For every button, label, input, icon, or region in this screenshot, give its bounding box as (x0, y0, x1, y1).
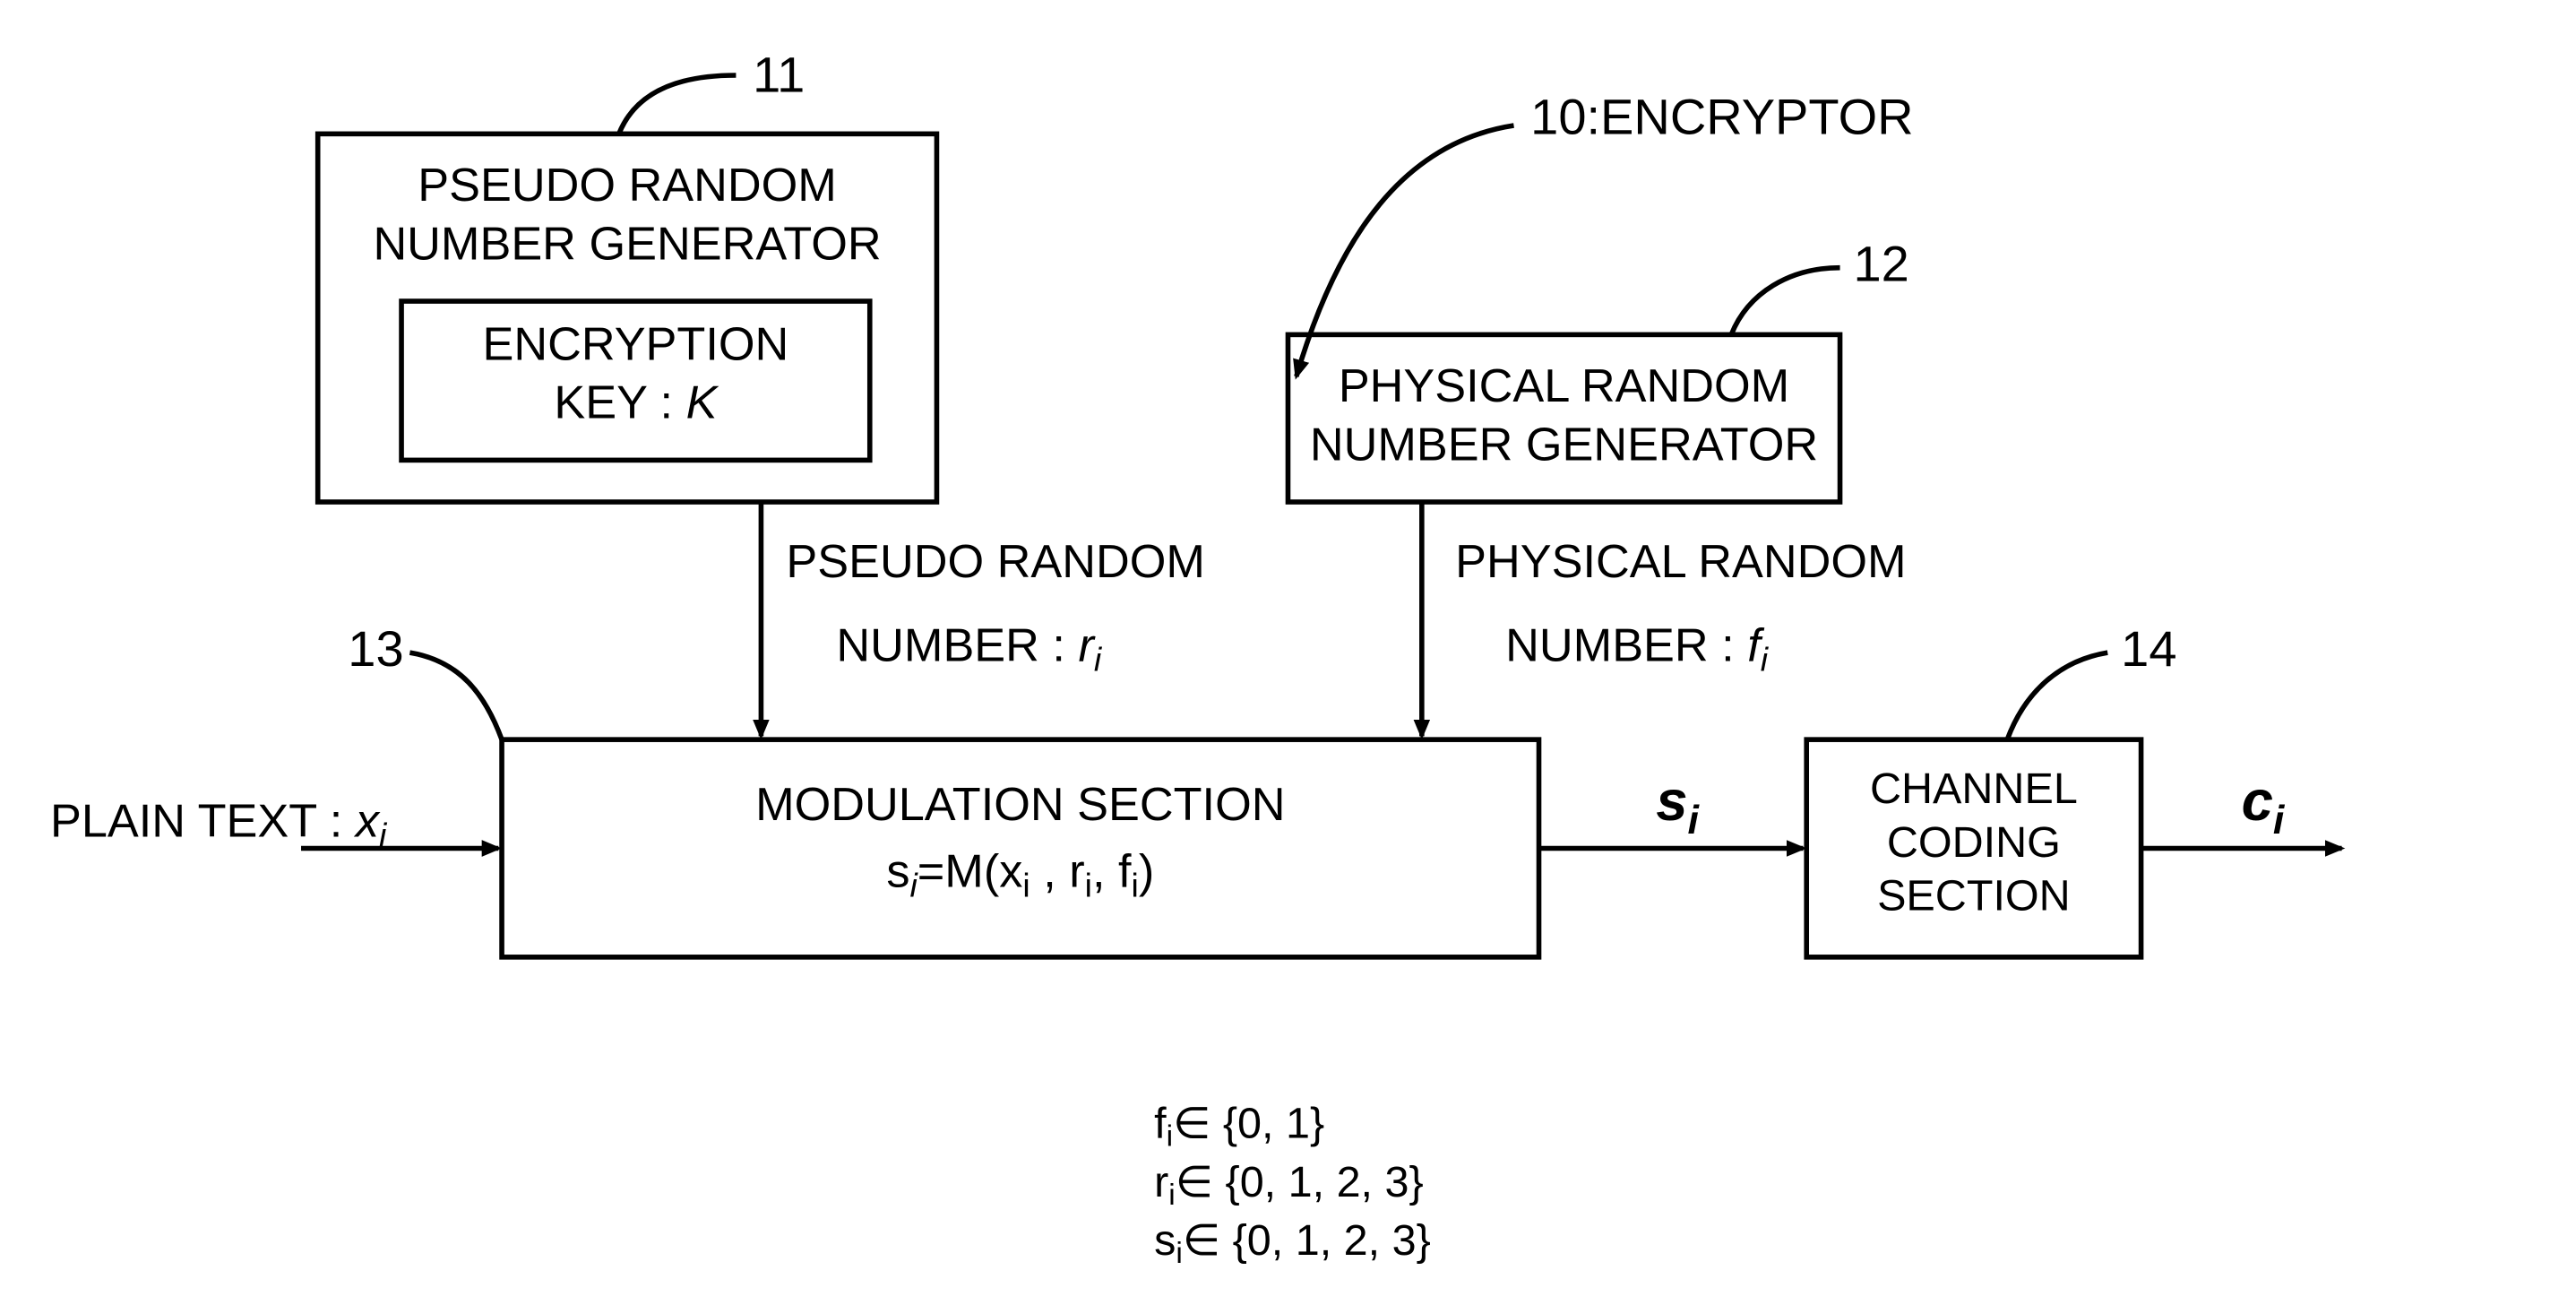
s-var: s (1656, 770, 1687, 833)
leader-14 (2007, 652, 2107, 739)
prng-line2: NUMBER GENERATOR (373, 218, 881, 270)
phys-label-line1: PHYSICAL RANDOM (1455, 536, 1906, 588)
phys-line2: NUMBER GENERATOR (1310, 419, 1818, 471)
cc-line2: CODING (1887, 818, 2061, 867)
n3-sub: i (1176, 1237, 1182, 1270)
mod-s: s (886, 845, 909, 897)
enc-line2-var: K (686, 377, 719, 429)
note-2: ri∈ {0, 1, 2, 3} (1154, 1158, 1424, 1212)
ref-10-text: :ENCRYPTOR (1586, 88, 1913, 144)
n1-var: f (1154, 1099, 1167, 1147)
prn-label-sub: i (1094, 641, 1103, 678)
n3-var: s (1154, 1216, 1176, 1265)
n2-rest: ∈ {0, 1, 2, 3} (1176, 1158, 1424, 1206)
ref-10: 10:ENCRYPTOR (1530, 88, 1913, 144)
note-1: fi∈ {0, 1} (1154, 1099, 1324, 1153)
n1-sub: i (1167, 1120, 1173, 1154)
phys-label-line2: NUMBER : fi (1505, 619, 1770, 678)
ref-10-num: 10 (1530, 88, 1586, 144)
s-label: si (1656, 770, 1700, 843)
enc-line2: KEY : K (554, 377, 719, 429)
s-sub: i (1688, 798, 1701, 843)
c-var: c (2242, 770, 2273, 833)
n1-rest: ∈ {0, 1} (1173, 1099, 1324, 1147)
ref-12: 12 (1853, 236, 1908, 292)
n2-sub: i (1168, 1179, 1175, 1212)
cc-line3: SECTION (1877, 872, 2071, 920)
prng-line1: PSEUDO RANDOM (418, 160, 837, 212)
mod-line2: si=M(xi , ri, fi) (886, 845, 1154, 903)
n3-rest: ∈ {0, 1, 2, 3} (1183, 1216, 1431, 1265)
leader-13 (409, 652, 502, 739)
phys-label-prefix: NUMBER : (1505, 619, 1747, 671)
mod-mid: =M(x (918, 845, 1023, 897)
enc-line1: ENCRYPTION (483, 318, 789, 370)
cc-line1: CHANNEL (1870, 765, 2078, 813)
n2-var: r (1154, 1158, 1168, 1206)
plain-label: PLAIN TEXT : xi (50, 795, 388, 853)
mod-line1: MODULATION SECTION (755, 779, 1285, 831)
leader-12 (1731, 268, 1839, 335)
leader-10-redo (1297, 125, 1514, 376)
c-label: ci (2242, 770, 2286, 843)
enc-line2-prefix: KEY : (554, 377, 685, 429)
c-sub: i (2273, 798, 2286, 843)
ref-14: 14 (2121, 620, 2176, 677)
ref-11: 11 (753, 47, 805, 103)
plain-var: x (353, 795, 381, 847)
plain-prefix: PLAIN TEXT : (50, 795, 356, 847)
note-3: si∈ {0, 1, 2, 3} (1154, 1216, 1431, 1270)
mod-mid2: , r (1030, 845, 1085, 897)
phys-line1: PHYSICAL RANDOM (1339, 360, 1789, 412)
leader-11 (619, 75, 737, 134)
mod-r-sub: i (1085, 867, 1092, 904)
mod-x-sub: i (1022, 867, 1030, 904)
phys-label-sub: i (1761, 641, 1770, 678)
mod-end: ) (1139, 845, 1154, 897)
mod-mid3: , f (1092, 845, 1132, 897)
prn-label-line2: NUMBER : ri (836, 619, 1102, 678)
prn-label-line1: PSEUDO RANDOM (786, 536, 1205, 588)
prn-label-prefix: NUMBER : (836, 619, 1078, 671)
ref-13: 13 (348, 620, 403, 677)
mod-f-sub: i (1132, 867, 1139, 904)
